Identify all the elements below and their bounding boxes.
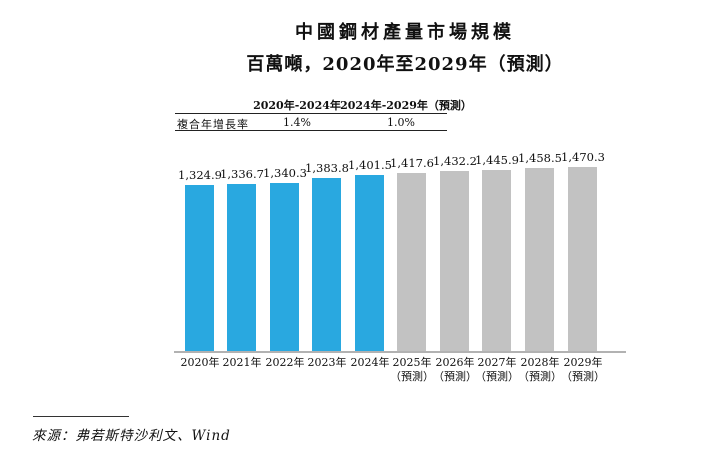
source-text: 來源：弗若斯特沙利文、Wind bbox=[32, 428, 231, 444]
bar-actual-2020 bbox=[185, 185, 214, 352]
x-axis-label-forecast-suffix: （預測） bbox=[561, 369, 605, 383]
bar-value-label: 1,401.5 bbox=[348, 158, 392, 172]
bar-actual-2024 bbox=[355, 175, 384, 352]
cagr-table-bottom-rule bbox=[175, 130, 447, 131]
x-axis-label-forecast-suffix: （預測） bbox=[390, 369, 434, 383]
x-axis-label: 2024年 bbox=[350, 356, 390, 369]
x-axis-label: 2028年 （預測） bbox=[508, 356, 572, 383]
bar-forecast-2028 bbox=[525, 168, 554, 352]
x-axis-label: 2026年 （預測） bbox=[423, 356, 487, 383]
x-axis-line bbox=[174, 351, 626, 353]
x-axis-label-forecast-suffix: （預測） bbox=[518, 369, 562, 383]
bar-value-label: 1,417.6 bbox=[390, 156, 434, 170]
x-axis-label: 2020年 bbox=[180, 356, 220, 369]
x-axis-label: 2025年 （預測） bbox=[380, 356, 444, 383]
x-axis-label: 2022年 bbox=[265, 356, 305, 369]
source-divider bbox=[33, 416, 129, 417]
cagr-value-2: 1.0% bbox=[387, 116, 415, 129]
bar-value-label: 1,445.9 bbox=[475, 153, 519, 167]
bar-value-label: 1,470.3 bbox=[561, 150, 605, 164]
bar-forecast-2026 bbox=[440, 171, 469, 352]
bar-value-label: 1,340.3 bbox=[263, 166, 307, 180]
chart-subtitle: 百萬噸，2020年至2029年（預測） bbox=[246, 54, 564, 75]
cagr-row-label: 複合年增長率 bbox=[177, 118, 249, 131]
cagr-value-1: 1.4% bbox=[283, 116, 311, 129]
x-axis-label: 2023年 bbox=[307, 356, 347, 369]
bar-value-label: 1,324.9 bbox=[178, 168, 222, 182]
bar-forecast-2027 bbox=[482, 170, 511, 352]
x-axis-label-forecast-suffix: （預測） bbox=[433, 369, 477, 383]
bar-actual-2021 bbox=[227, 184, 256, 352]
x-axis-label: 2021年 bbox=[222, 356, 262, 369]
bar-forecast-2025 bbox=[397, 173, 426, 352]
chart-title: 中國鋼材產量市場規模 bbox=[295, 22, 515, 43]
bar-actual-2023 bbox=[312, 178, 341, 352]
bar-value-label: 1,336.7 bbox=[220, 167, 264, 181]
cagr-period-2: 2024年-2029年（預測） bbox=[340, 99, 472, 112]
x-axis-label: 2029年 （預測） bbox=[551, 356, 615, 383]
cagr-table-top-rule bbox=[175, 113, 447, 114]
bar-value-label: 1,458.5 bbox=[518, 151, 562, 165]
bar-actual-2022 bbox=[270, 183, 299, 352]
x-axis-label: 2027年 （預測） bbox=[465, 356, 529, 383]
bar-forecast-2029 bbox=[568, 167, 597, 352]
x-axis-label-forecast-suffix: （預測） bbox=[475, 369, 519, 383]
bar-value-label: 1,432.2 bbox=[433, 154, 477, 168]
bar-value-label: 1,383.8 bbox=[305, 161, 349, 175]
cagr-period-1: 2020年-2024年 bbox=[253, 99, 341, 112]
